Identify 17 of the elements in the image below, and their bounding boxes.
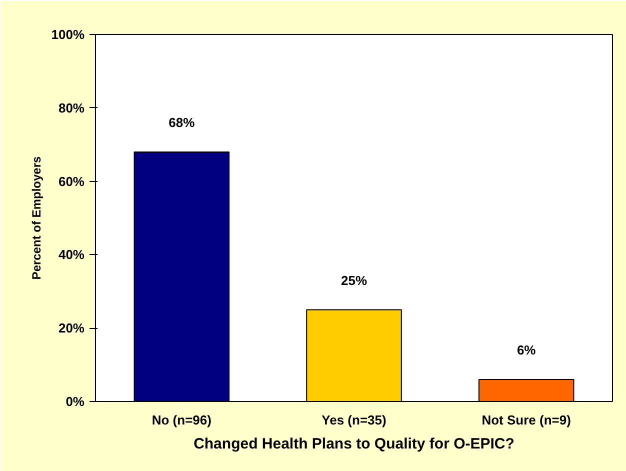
bar <box>478 378 574 402</box>
data-label: 6% <box>516 342 536 358</box>
bar <box>134 151 230 402</box>
x-tick-label: Not Sure (n=9) <box>482 412 571 428</box>
data-label: 25% <box>340 272 368 288</box>
x-tick-label: No (n=96) <box>152 412 212 428</box>
y-tick-label: 100% <box>51 27 85 42</box>
y-axis-title: Percent of Employers <box>29 156 44 280</box>
x-axis-title: Changed Health Plans to Quality for O-EPIC? <box>194 436 514 452</box>
x-tick-label: Yes (n=35) <box>322 412 386 428</box>
data-label: 68% <box>168 114 196 130</box>
y-tick-label: 0% <box>66 394 85 409</box>
y-tick-label: 40% <box>58 247 85 262</box>
y-tick-label: 80% <box>58 100 85 116</box>
bar <box>306 309 402 402</box>
y-tick-label: 60% <box>58 174 85 189</box>
y-tick-label: 20% <box>58 320 85 336</box>
